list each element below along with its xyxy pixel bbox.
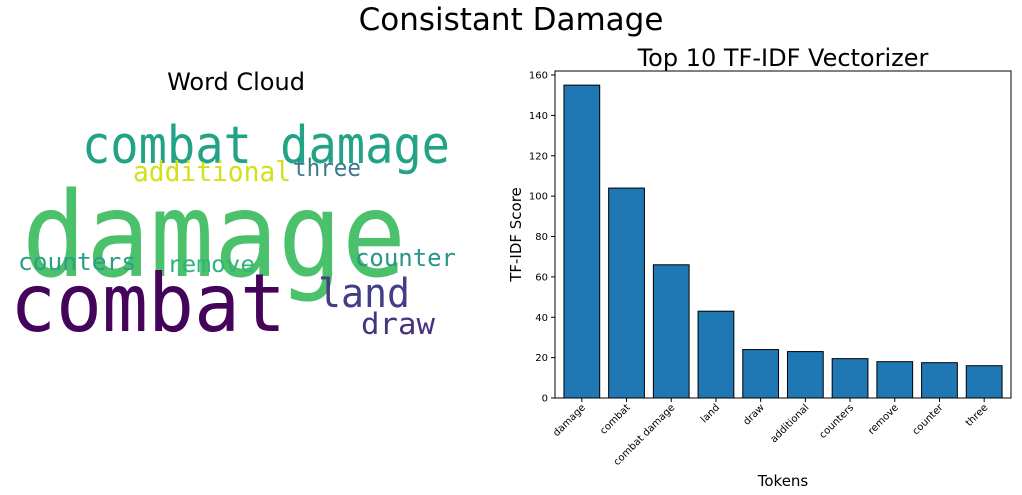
y-tick-label-4: 80 [535,232,548,243]
bar-7 [876,361,914,399]
bar-9 [965,365,1003,399]
wordcloud-word-4: counters [18,248,136,276]
y-tick-label-1: 20 [535,353,548,364]
x-tick-label-3: land [699,402,722,425]
bar-0 [563,84,601,399]
y-tick-label-8: 160 [529,71,548,82]
y-axis-label: TF-IDF Score [507,187,525,283]
wordcloud-word-6: counter [355,244,456,272]
bar-8 [921,362,958,399]
x-tick-label-4: draw [741,402,766,427]
barchart-title: Top 10 TF-IDF Vectorizer [637,44,929,72]
y-tick-label-7: 140 [529,111,548,122]
wordcloud-word-9: draw [361,307,436,341]
bar-2 [652,264,690,399]
bar-1 [608,187,645,399]
y-tick-label-0: 0 [542,394,548,405]
x-tick-label-9: three [964,402,990,428]
x-axis-label: Tokens [757,472,809,490]
x-tick-label-8: counter [911,402,947,438]
y-tick-label-2: 40 [535,313,548,324]
figure-title: Consistant Damage [358,2,664,38]
bar-5 [786,351,824,399]
wordcloud-title: Word Cloud [167,68,305,96]
plot-frame [554,70,1012,399]
wordcloud-word-2: additional [133,155,291,188]
wordcloud-word-3: three [293,154,361,182]
x-tick-label-0: damage [551,402,588,439]
wordcloud-word-5: remove [167,252,255,278]
wordcloud-word-0: damage [22,166,406,304]
y-tick-label-5: 100 [529,192,548,203]
bar-3 [697,310,735,399]
wordcloud-word-7: land [318,271,410,317]
x-tick-label-5: additional [769,402,812,445]
y-tick-label-6: 120 [529,151,548,162]
x-tick-label-7: remove [866,402,901,437]
x-tick-label-1: combat [598,402,633,437]
x-tick-label-6: counters [818,402,857,441]
wordcloud-word-8: combat [10,257,286,350]
wordcloud-word-1: combat damage [82,116,450,176]
bar-4 [742,349,780,399]
bar-6 [831,358,869,399]
y-tick-label-3: 60 [535,272,548,283]
